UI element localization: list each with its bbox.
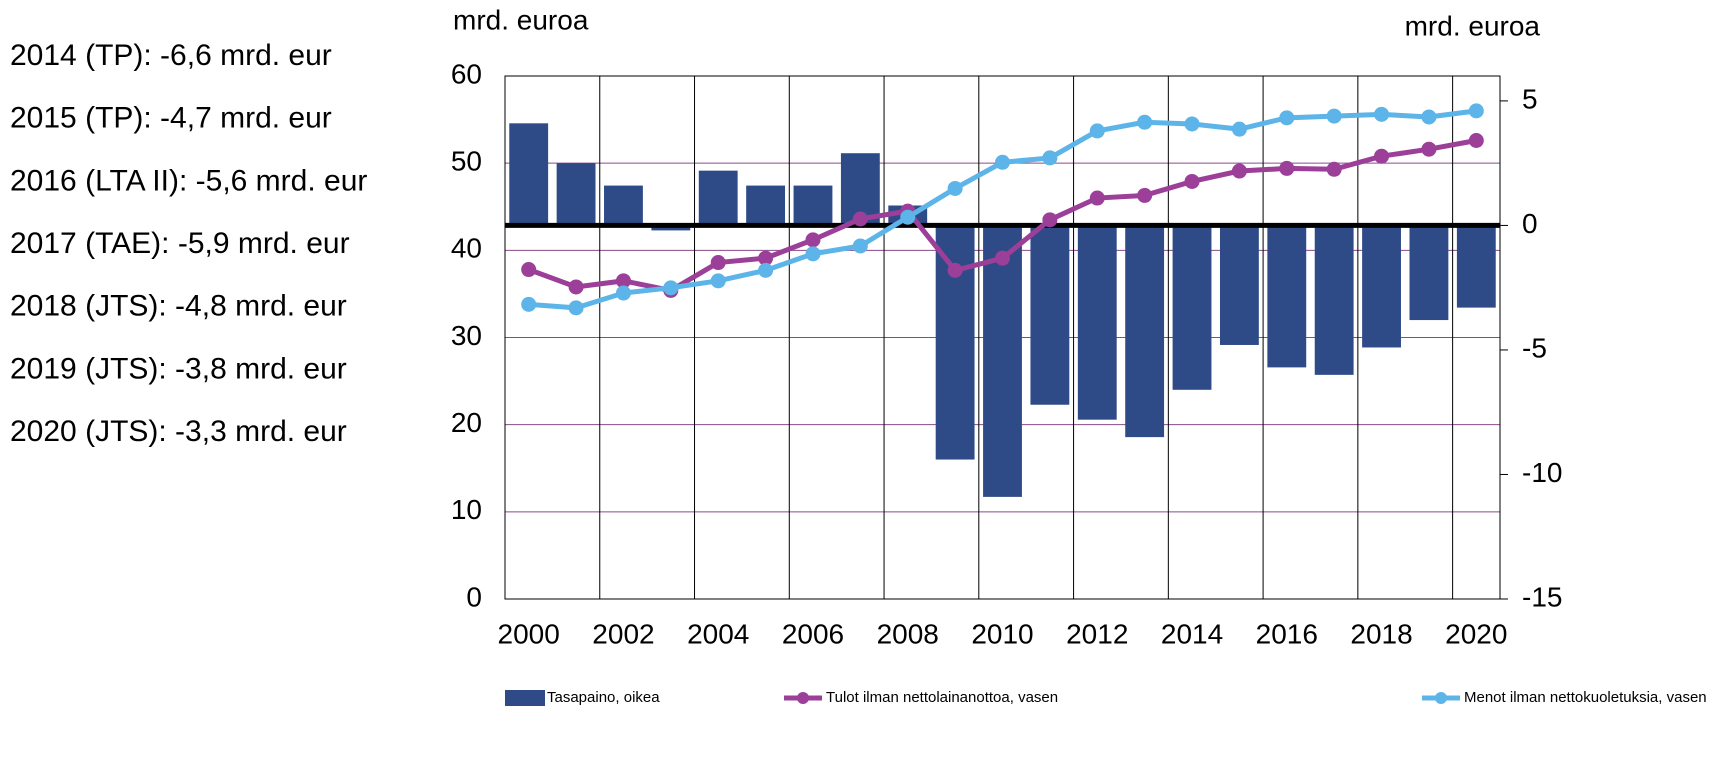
marker: [568, 300, 584, 316]
y-tick-label: 50: [451, 146, 482, 177]
marker: [1421, 109, 1437, 125]
bar: [746, 185, 786, 226]
marker: [758, 250, 774, 266]
annotation: 2018 (JTS): -4,8 mrd. eur: [10, 290, 347, 323]
x-tick-label: 2004: [687, 618, 749, 649]
marker: [947, 180, 963, 196]
bar: [1077, 225, 1117, 420]
annotation: 2019 (JTS): -3,8 mrd. eur: [10, 352, 347, 385]
x-tick-label: 2012: [1066, 618, 1128, 649]
legend-label: Tasapaino, oikea: [547, 689, 660, 706]
y2-tick-label: 5: [1522, 83, 1538, 114]
bar: [1456, 225, 1496, 308]
legend-swatch: [505, 690, 545, 706]
bar: [698, 170, 738, 226]
plot-frame: [504, 75, 1501, 600]
annotation: 2020 (JTS): -3,3 mrd. eur: [10, 415, 347, 448]
annotation: 2016 (LTA II): -5,6 mrd. eur: [10, 164, 367, 197]
marker: [1184, 116, 1200, 132]
y-tick-label: 40: [451, 233, 482, 264]
bar: [604, 185, 643, 226]
marker: [805, 232, 821, 248]
marker: [1374, 148, 1390, 164]
y2-axis-label: mrd. euroa: [1405, 10, 1541, 41]
marker: [1231, 163, 1247, 179]
y-tick-label: 20: [451, 407, 482, 438]
annotation: 2014 (TP): -6,6 mrd. eur: [10, 39, 332, 72]
annotation: 2015 (TP): -4,7 mrd. eur: [10, 102, 332, 135]
marker: [1326, 108, 1342, 124]
marker: [1468, 133, 1484, 149]
marker: [663, 280, 679, 296]
marker: [995, 154, 1010, 170]
marker: [1468, 103, 1484, 119]
marker: [995, 250, 1010, 266]
marker: [1279, 110, 1295, 126]
legend-label: Menot ilman nettokuoletuksia, vasen: [1464, 689, 1707, 706]
x-tick-label: 2016: [1256, 618, 1318, 649]
bar: [1219, 225, 1259, 345]
x-tick-label: 2002: [592, 618, 654, 649]
marker: [1421, 141, 1437, 157]
x-tick-label: 2020: [1445, 618, 1507, 649]
y-tick-label: 0: [466, 581, 482, 612]
marker: [947, 262, 963, 278]
y-tick-label: 10: [451, 494, 482, 525]
marker: [1279, 160, 1295, 176]
bar: [509, 123, 549, 226]
x-tick-label: 2008: [877, 618, 939, 649]
marker: [568, 279, 584, 295]
bar: [1267, 225, 1307, 368]
legend-label: Tulot ilman nettolainanottoa, vasen: [826, 689, 1058, 706]
marker: [615, 285, 631, 301]
legend-swatch: [1435, 692, 1447, 704]
marker: [1137, 114, 1153, 130]
marker: [710, 273, 726, 289]
marker: [1137, 187, 1153, 203]
bar: [1172, 225, 1212, 390]
marker: [805, 246, 821, 262]
bar: [983, 225, 1022, 497]
x-tick-label: 2006: [782, 618, 844, 649]
y-tick-label: 30: [451, 320, 482, 351]
x-tick-label: 2010: [971, 618, 1033, 649]
marker: [900, 209, 916, 225]
x-tick-label: 2000: [498, 618, 560, 649]
marker: [1231, 121, 1247, 137]
bar: [1125, 225, 1165, 438]
y2-tick-label: -15: [1522, 581, 1562, 612]
legend-swatch: [797, 692, 809, 704]
marker: [710, 255, 726, 271]
marker: [1184, 173, 1200, 189]
marker: [1089, 123, 1105, 139]
y-axis-label: mrd. euroa: [453, 4, 589, 35]
bar: [1409, 225, 1449, 321]
x-tick-label: 2018: [1350, 618, 1412, 649]
x-tick-label: 2014: [1161, 618, 1223, 649]
bar: [793, 185, 833, 226]
marker: [521, 262, 537, 278]
marker: [1374, 106, 1390, 122]
bar: [1362, 225, 1401, 348]
y2-tick-label: -10: [1522, 457, 1562, 488]
bar: [1030, 225, 1070, 405]
y2-tick-label: 0: [1522, 208, 1538, 239]
marker: [758, 262, 774, 278]
marker: [1089, 190, 1105, 206]
marker: [852, 211, 868, 227]
marker: [1326, 161, 1342, 177]
marker: [1042, 212, 1058, 228]
marker: [615, 273, 631, 289]
y2-tick-label: -5: [1522, 332, 1547, 363]
marker: [521, 296, 537, 312]
bar: [1314, 225, 1354, 375]
annotation: 2017 (TAE): -5,9 mrd. eur: [10, 227, 350, 260]
y-tick-label: 60: [451, 58, 482, 89]
marker: [1042, 150, 1058, 166]
marker: [852, 238, 868, 254]
bar: [935, 225, 975, 460]
bar: [556, 163, 596, 226]
